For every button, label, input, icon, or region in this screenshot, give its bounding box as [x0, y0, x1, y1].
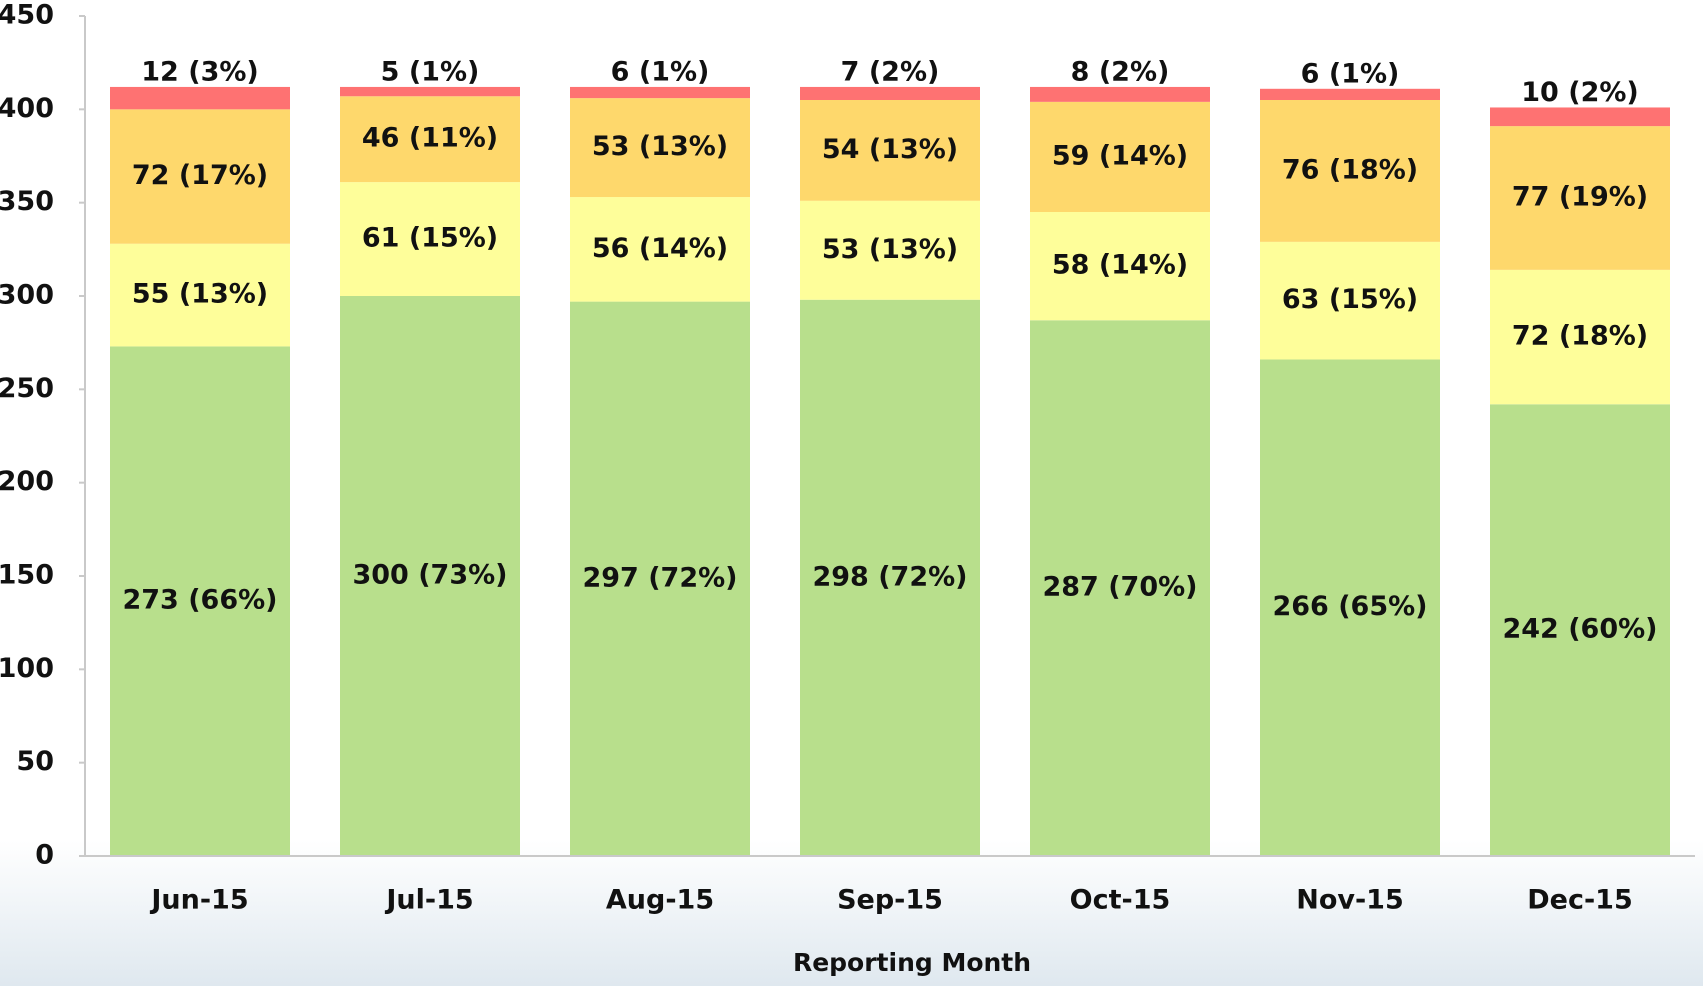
x-tick-label: Nov-15: [1296, 885, 1404, 916]
bar-segment: [1030, 87, 1210, 102]
y-tick-label: 400: [0, 93, 54, 124]
data-label: 77 (19%): [1512, 182, 1648, 213]
y-tick-label: 50: [16, 746, 54, 777]
data-label: 58 (14%): [1052, 250, 1188, 281]
x-tick-label: Oct-15: [1070, 885, 1171, 916]
y-tick-label: 200: [0, 466, 54, 497]
data-label: 76 (18%): [1282, 154, 1418, 185]
data-label: 72 (17%): [132, 160, 268, 191]
y-tick-label: 350: [0, 186, 54, 217]
y-tick-label: 300: [0, 280, 54, 311]
data-label: 266 (65%): [1272, 591, 1427, 622]
data-label: 8 (2%): [1071, 56, 1170, 87]
bar-segment: [1260, 89, 1440, 100]
data-label: 53 (13%): [592, 131, 728, 162]
data-label: 242 (60%): [1502, 614, 1657, 645]
y-tick-label: 450: [0, 0, 54, 31]
y-tick-label: 150: [0, 560, 54, 591]
x-tick-label: Jul-15: [384, 885, 473, 916]
data-label: 10 (2%): [1521, 77, 1639, 108]
bar-segment: [340, 87, 520, 96]
x-tick-label: Dec-15: [1527, 885, 1633, 916]
data-label: 300 (73%): [352, 560, 507, 591]
y-tick-label: 0: [35, 840, 54, 871]
data-label: 59 (14%): [1052, 140, 1188, 171]
data-label: 72 (18%): [1512, 321, 1648, 352]
data-label: 6 (1%): [1301, 58, 1400, 89]
data-label: 56 (14%): [592, 233, 728, 264]
y-tick-label: 100: [0, 653, 54, 684]
data-label: 61 (15%): [362, 223, 498, 254]
data-label: 5 (1%): [381, 56, 480, 87]
y-tick-label: 250: [0, 373, 54, 404]
data-label: 273 (66%): [122, 585, 277, 616]
data-label: 46 (11%): [362, 123, 498, 154]
data-label: 54 (13%): [822, 134, 958, 165]
bar-segment: [570, 87, 750, 98]
bar-segment: [110, 87, 290, 109]
data-label: 7 (2%): [841, 56, 940, 87]
data-label: 297 (72%): [582, 562, 737, 593]
chart: Reporting Month 0 50 100 150 200 250 300 350 400…: [0, 0, 1703, 986]
data-label: 63 (15%): [1282, 284, 1418, 315]
data-label: 298 (72%): [812, 561, 967, 592]
data-label: 12 (3%): [141, 56, 259, 87]
x-tick-label: Jun-15: [149, 885, 248, 916]
data-label: 55 (13%): [132, 279, 268, 310]
x-tick-label: Sep-15: [837, 885, 943, 916]
data-label: 53 (13%): [822, 234, 958, 265]
x-axis-title: Reporting Month: [793, 948, 1031, 977]
bar-segment: [1490, 107, 1670, 126]
x-tick-label: Aug-15: [606, 885, 714, 916]
bar-segment: [800, 87, 980, 100]
data-label: 6 (1%): [611, 56, 710, 87]
data-label: 287 (70%): [1042, 572, 1197, 603]
